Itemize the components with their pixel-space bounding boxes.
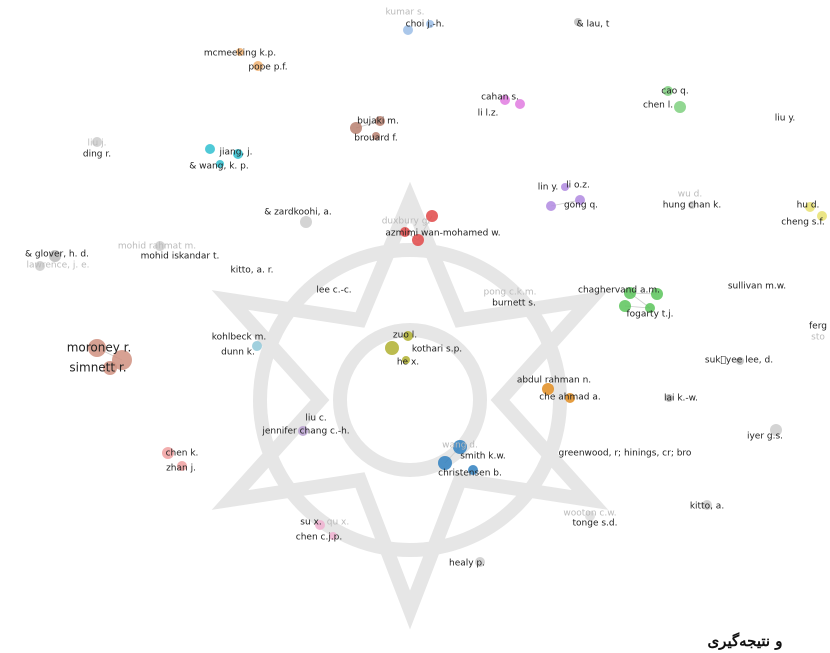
node-label: pong c.k.m. (483, 288, 536, 298)
node-label: chaghervand a.m. (578, 286, 660, 296)
node-label: kothari s.p. (412, 345, 462, 355)
node-label: smith k.w. (460, 452, 506, 462)
node-label: zhan j. (166, 464, 196, 474)
node-label: che ahmad a. (539, 393, 601, 403)
node-label: simnett r. (69, 361, 126, 375)
node-label: liu y. (775, 114, 795, 124)
watermark (230, 200, 590, 610)
node-label: burnett s. (492, 299, 536, 309)
node-label: kitto, a. r. (231, 266, 274, 276)
node-label: & zardkoohi, a. (264, 208, 332, 218)
node-label: qu x. (327, 518, 349, 528)
node-label: kumar s. (385, 8, 424, 18)
node-label: kohlbeck m. (212, 333, 267, 343)
node-label: wang d. (442, 441, 478, 451)
node-label: fogarty t.j. (626, 310, 673, 320)
node-label: cheng s.f. (781, 218, 824, 228)
node-label: jennifer chang c.-h. (261, 427, 349, 437)
node-label: lawrence, j. e. (27, 261, 90, 271)
node-label: mcmeeking k.p. (204, 49, 276, 59)
node-label: duxbury g. (382, 217, 431, 227)
node-label: christensen b. (438, 469, 502, 479)
node-label: bujaki m. (357, 117, 399, 127)
node-label: zuo l. (393, 331, 417, 341)
node-label: & lau, t (577, 20, 610, 30)
node-label: kitto, a. (690, 502, 724, 512)
node-label: ferg (809, 322, 827, 332)
node-circle (205, 144, 215, 154)
node-label: cahan s. (481, 93, 519, 103)
node-label: choi j.-h. (406, 20, 445, 30)
node-circles (35, 18, 827, 567)
node-label: he x. (397, 358, 419, 368)
node-label: sullivan m.w. (728, 282, 786, 292)
network-view: kumar s. choi j.-h. & lau, t mcmeeking k.p.… (0, 0, 830, 653)
node-label: brouard f. (354, 134, 397, 144)
node-label: healy p. (449, 559, 485, 569)
node-label: li l.z. (478, 109, 499, 119)
node-label: gong q. (564, 201, 598, 211)
node-label: pope p.f. (248, 63, 287, 73)
node-label: hung chan k. (663, 201, 722, 211)
node-label: lai k.-w. (664, 394, 698, 404)
node-label: hu d. (797, 201, 820, 211)
node-label: ding r. (83, 150, 111, 160)
footer-text: و نتیجه‌گیری (707, 632, 782, 650)
node-circle (385, 341, 399, 355)
node-label: chen k. (166, 449, 199, 459)
node-label: abdul rahman n. (517, 376, 591, 386)
node-label: tonge s.d. (573, 519, 618, 529)
node-label: suk yee lee, d. (705, 356, 773, 366)
node-label: li o.z. (566, 181, 590, 191)
node-labels: kumar s. choi j.-h. & lau, t mcmeeking k.p.… (25, 8, 827, 569)
node-label: chen c.j.p. (296, 533, 343, 543)
node-label: azmimi wan-mohamed w. (385, 229, 500, 239)
node-label: mohid rahmat m. (118, 242, 196, 252)
node-label: lin y. (538, 183, 558, 193)
node-label: dunn k. (221, 348, 255, 358)
node-label: & wang, k. p. (189, 162, 248, 172)
node-label: moroney r. (67, 341, 132, 355)
node-label: su x. (300, 518, 321, 528)
node-label: liu c. (305, 414, 326, 424)
node-circle (674, 101, 686, 113)
node-label: lee c.-c. (316, 286, 351, 296)
node-label: greenwood, r; hinings, cr; bro (559, 449, 692, 459)
node-circle (300, 216, 312, 228)
node-label: & glover, h. d. (25, 250, 89, 260)
node-circle (546, 201, 556, 211)
node-label: sto (811, 333, 825, 343)
node-label: mohid iskandar t. (141, 252, 220, 262)
node-label: chen l. (643, 101, 673, 111)
node-label: jiang, j. (218, 148, 252, 158)
node-label: liu j. (88, 139, 107, 149)
node-label: cao q. (661, 87, 688, 97)
node-label: wooton c.w. (563, 509, 616, 519)
node-label: iyer g.s. (747, 432, 783, 442)
node-label: wu d. (678, 190, 703, 200)
